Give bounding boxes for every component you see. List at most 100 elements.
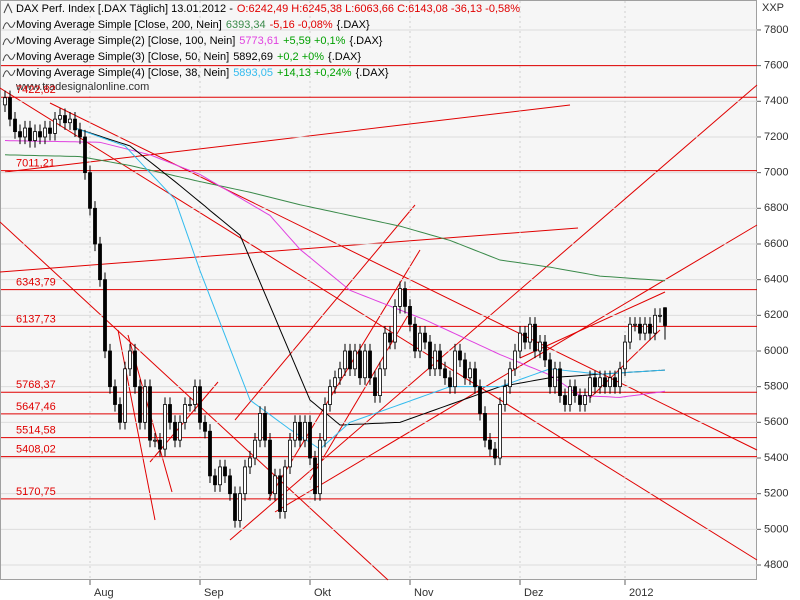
candle-body — [153, 439, 157, 442]
candle-body — [418, 332, 422, 352]
candle-body — [528, 323, 532, 343]
candle-body — [8, 97, 12, 120]
level-label: 5170,75 — [16, 486, 56, 498]
candle-body — [353, 350, 357, 370]
candle-body — [103, 279, 107, 352]
candle-body — [133, 350, 137, 388]
candle-body — [223, 466, 227, 477]
candle-body — [518, 332, 522, 352]
level-label: 7011,21 — [16, 158, 55, 170]
candle-body — [313, 457, 317, 495]
candle-body — [393, 306, 397, 343]
candle-body — [38, 131, 42, 138]
y-tick-label: 7600 — [764, 60, 788, 72]
candle-body — [323, 404, 327, 441]
legend-change: +5,59 +0,1% — [283, 35, 346, 47]
trend-line — [229, 84, 758, 541]
y-tick-label: 6000 — [764, 345, 788, 357]
candle-body — [348, 350, 352, 370]
candle-body — [623, 341, 627, 370]
candle-body — [3, 97, 7, 106]
candle-body — [108, 350, 112, 388]
candle-body — [328, 386, 332, 405]
candle-body — [213, 475, 217, 486]
y-tick-label: 5800 — [764, 381, 788, 393]
candle-body — [478, 386, 482, 414]
legend-value: 5892,69 — [233, 51, 273, 63]
candle-body — [463, 359, 467, 379]
legend-icon — [2, 21, 16, 30]
candle-body — [268, 439, 272, 495]
candle-body — [238, 493, 242, 521]
y-tick-label: 7200 — [764, 131, 788, 143]
candle-body — [208, 430, 212, 477]
candle-body — [343, 350, 347, 370]
legend-icon — [2, 53, 16, 62]
candle-body — [453, 350, 457, 388]
x-tick-label: Okt — [314, 587, 331, 599]
level-label: 7422,82 — [16, 84, 56, 96]
y-tick-label: 5600 — [764, 416, 788, 428]
candle-body — [448, 377, 452, 388]
candle-body — [588, 377, 592, 396]
y-tick-label: 7400 — [764, 95, 788, 107]
legend-name: Moving Average Simple [Close, 200, Nein] — [16, 19, 222, 31]
trend-line — [4, 104, 571, 173]
candle-body — [438, 350, 442, 370]
trend-line — [0, 87, 758, 561]
y-axis-label: XXP — [762, 2, 784, 14]
candle-body — [553, 368, 557, 388]
level-label: 6137,73 — [16, 313, 56, 325]
candle-body — [443, 368, 447, 379]
candle-body — [263, 413, 267, 441]
candle-body — [468, 368, 472, 379]
candle-body — [33, 131, 37, 141]
legend-value: 5893,05 — [233, 67, 273, 79]
legend-suffix: {.DAX} — [356, 67, 389, 79]
legend-entry: Moving Average Simple(4) [Close, 38, Nei… — [16, 67, 389, 79]
candle-body — [58, 115, 62, 120]
candle-body — [48, 127, 52, 134]
candle-body — [273, 475, 277, 495]
y-tick-label: 5000 — [764, 523, 788, 535]
candle-body — [178, 421, 182, 441]
candle-body — [563, 395, 567, 405]
candle-body — [488, 439, 492, 450]
header-icon — [3, 2, 13, 14]
candle-body — [283, 466, 287, 512]
candle-body — [193, 386, 197, 405]
candle-body — [363, 350, 367, 379]
trend-line — [117, 329, 156, 521]
candle-body — [648, 323, 652, 334]
y-tick-label: 6600 — [764, 238, 788, 250]
legend-value: 6393,34 — [226, 19, 266, 31]
candle-body — [508, 368, 512, 388]
candle-body — [63, 115, 67, 124]
candle-body — [128, 350, 132, 370]
x-tick-label: Dez — [524, 587, 544, 599]
candle-body — [633, 323, 637, 326]
level-label: 5514,58 — [16, 424, 56, 436]
candle-body — [168, 404, 172, 423]
level-label: 5647,46 — [16, 401, 56, 413]
candle-body — [433, 350, 437, 370]
y-tick-label: 7800 — [764, 24, 788, 36]
candle-body — [473, 368, 477, 388]
y-tick-label: 6400 — [764, 274, 788, 286]
y-tick-label: 6800 — [764, 202, 788, 214]
source: www.tradesignalonline.com — [15, 81, 149, 93]
header-part: DAX Perf. Index [.DAX Täglich] 13.01.201… — [16, 3, 233, 15]
candle-body — [513, 350, 517, 370]
candle-body — [248, 457, 252, 468]
legend-suffix: {.DAX} — [349, 35, 382, 47]
candle-body — [233, 493, 237, 521]
candle-body — [663, 307, 667, 326]
candle-body — [398, 288, 402, 307]
legend-change: +14,13 +0,24% — [277, 67, 352, 79]
legend-entry: Moving Average Simple(2) [Close, 100, Ne… — [16, 35, 383, 47]
candle-body — [78, 129, 82, 138]
x-tick-label: Sep — [204, 587, 224, 599]
candle-body — [613, 377, 617, 388]
candle-body — [383, 332, 387, 370]
